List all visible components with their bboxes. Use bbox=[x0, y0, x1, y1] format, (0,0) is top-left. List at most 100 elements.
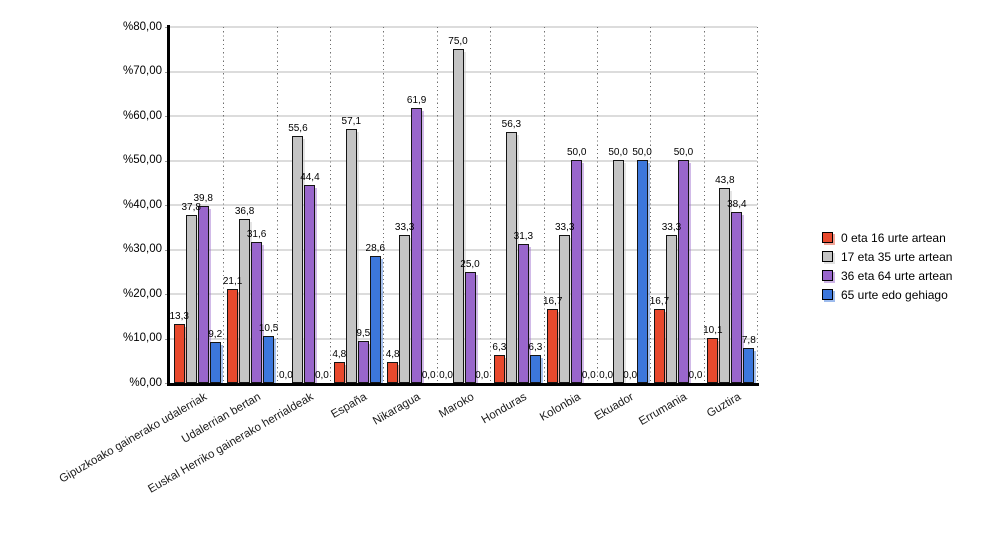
bar bbox=[636, 160, 648, 383]
bar bbox=[529, 355, 541, 383]
bar bbox=[333, 362, 345, 383]
category-separator bbox=[650, 27, 652, 383]
bar-value-label: 9,2 bbox=[208, 329, 223, 340]
h-gridline bbox=[170, 26, 757, 28]
x-axis-category-label: Maroko bbox=[436, 391, 476, 421]
bar-value-label: 37,8 bbox=[181, 202, 201, 213]
bar bbox=[197, 206, 209, 383]
bar-value-label: 7,8 bbox=[741, 335, 756, 346]
bar-value-label: 28,6 bbox=[365, 243, 386, 254]
bar bbox=[345, 129, 357, 383]
bar-value-label: 9,5 bbox=[356, 328, 371, 339]
bar bbox=[559, 235, 571, 383]
x-axis-category-label: Guztira bbox=[704, 391, 743, 420]
legend-label: 65 urte edo gehiago bbox=[841, 287, 948, 302]
category-separator bbox=[330, 27, 332, 383]
bar-value-label: 43,8 bbox=[715, 175, 735, 186]
bar-value-label: 0,0 bbox=[688, 370, 703, 381]
bar-value-label: 0,0 bbox=[278, 370, 293, 381]
x-axis-category-label: España bbox=[329, 391, 370, 421]
legend-item: 17 eta 35 urte artean bbox=[822, 247, 952, 266]
y-axis-line bbox=[167, 25, 170, 386]
bar bbox=[493, 355, 505, 383]
bar-value-label: 4,8 bbox=[385, 349, 400, 360]
bar bbox=[719, 188, 731, 383]
y-axis-tick-label: %20,00 bbox=[122, 287, 162, 300]
bar bbox=[411, 108, 423, 383]
y-axis-tick-label: %80,00 bbox=[122, 20, 162, 33]
category-separator bbox=[223, 27, 225, 383]
bar bbox=[263, 336, 275, 383]
bar-value-label: 0,0 bbox=[599, 370, 614, 381]
bar bbox=[357, 341, 369, 383]
category-separator bbox=[703, 27, 705, 383]
bar bbox=[547, 309, 559, 383]
bar-value-label: 0,0 bbox=[314, 370, 329, 381]
x-axis-category-label: Kolonbia bbox=[537, 391, 583, 424]
x-axis-category-label: Errumania bbox=[637, 391, 690, 428]
bar-value-label: 33,3 bbox=[394, 222, 415, 233]
legend-swatch bbox=[822, 232, 833, 243]
bar bbox=[173, 324, 185, 383]
bar bbox=[707, 338, 719, 383]
category-separator bbox=[383, 27, 385, 383]
bar-value-label: 0,0 bbox=[421, 370, 436, 381]
bar-value-label: 33,3 bbox=[661, 222, 682, 233]
legend-label: 17 eta 35 urte artean bbox=[841, 249, 953, 264]
legend-swatch bbox=[822, 289, 833, 300]
bar bbox=[185, 215, 197, 383]
bar-value-label: 56,3 bbox=[501, 119, 522, 130]
legend-label: 36 eta 64 urte artean bbox=[841, 268, 953, 283]
legend-item: 36 eta 64 urte artean bbox=[822, 266, 952, 285]
bar-value-label: 10,1 bbox=[703, 325, 723, 336]
bar-value-label: 31,3 bbox=[513, 231, 534, 242]
legend: 0 eta 16 urte artean 17 eta 35 urte artea… bbox=[822, 228, 952, 304]
bar bbox=[227, 289, 239, 383]
category-separator bbox=[596, 27, 598, 383]
bar bbox=[387, 362, 399, 383]
y-axis-tick-label: %30,00 bbox=[122, 243, 162, 255]
bar-value-label: 50,0 bbox=[608, 147, 628, 158]
bar-value-label: 4,8 bbox=[332, 349, 347, 360]
bar-value-label: 0,0 bbox=[623, 370, 638, 381]
bar bbox=[304, 185, 316, 383]
bar-value-label: 61,9 bbox=[406, 95, 427, 106]
bar bbox=[251, 242, 263, 383]
bar-value-label: 75,0 bbox=[448, 36, 468, 47]
y-axis-tick-label: %60,00 bbox=[122, 109, 162, 122]
bar-value-label: 16,7 bbox=[543, 296, 563, 307]
bar-value-label: 55,6 bbox=[288, 123, 308, 134]
bar bbox=[239, 219, 251, 383]
bar-value-label: 50,0 bbox=[632, 147, 652, 158]
category-separator bbox=[490, 27, 492, 383]
bar bbox=[731, 212, 743, 383]
bar-value-label: 13,3 bbox=[169, 311, 189, 322]
y-axis-tick-label: %50,00 bbox=[122, 154, 162, 166]
x-axis-category-label: Honduras bbox=[480, 391, 530, 427]
bar bbox=[653, 309, 665, 383]
bar-value-label: 31,6 bbox=[246, 229, 267, 240]
bar bbox=[369, 256, 381, 383]
bar bbox=[677, 160, 689, 383]
legend-item: 0 eta 16 urte artean bbox=[822, 228, 952, 247]
bar bbox=[399, 235, 411, 383]
bar-value-label: 38,4 bbox=[727, 199, 747, 210]
bar-value-label: 25,0 bbox=[460, 259, 480, 270]
bar bbox=[452, 49, 464, 383]
bar-value-label: 50,0 bbox=[673, 147, 694, 158]
bar bbox=[665, 235, 677, 383]
category-separator bbox=[543, 27, 545, 383]
bar-value-label: 0,0 bbox=[581, 370, 596, 381]
bar bbox=[571, 160, 583, 383]
bar bbox=[292, 136, 304, 383]
bar-value-label: 6,3 bbox=[528, 342, 543, 353]
bar-value-label: 57,1 bbox=[341, 116, 362, 127]
y-axis-tick-label: %70,00 bbox=[122, 65, 162, 77]
bar-value-label: 33,3 bbox=[555, 222, 575, 233]
x-axis-line bbox=[167, 383, 759, 386]
bar-value-label: 36,8 bbox=[234, 206, 255, 217]
bar-value-label: 0,0 bbox=[475, 370, 489, 381]
bar bbox=[517, 244, 529, 383]
bar bbox=[743, 348, 755, 383]
